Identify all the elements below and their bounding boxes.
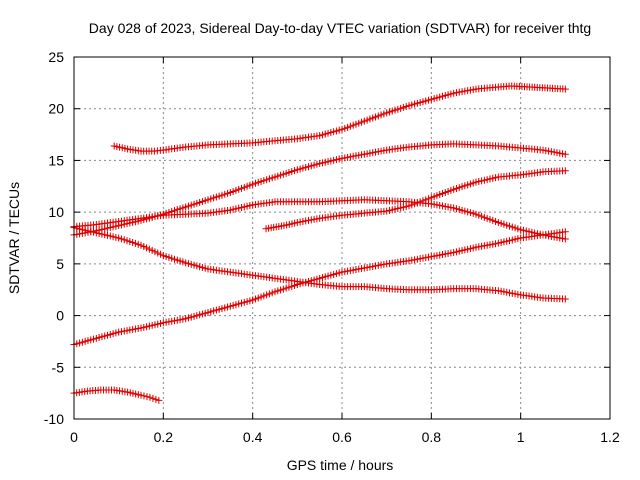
x-tick-label: 0.8 [422,429,442,445]
y-tick-label: -5 [52,359,65,375]
data-point [146,393,154,401]
data-point [149,394,157,402]
y-tick-label: -10 [44,411,64,427]
x-tick-label: 0 [70,429,78,445]
series-track-f [70,228,569,349]
data-point [561,295,569,303]
x-tick-label: 0.2 [154,429,174,445]
series-track-a [110,82,569,155]
data-markers [70,82,569,404]
x-tick-label: 1 [517,429,525,445]
x-tick-label: 0.4 [243,429,263,445]
data-point [561,85,569,93]
x-tick-label: 1.2 [600,429,620,445]
y-tick-label: 15 [48,152,64,168]
data-point [140,392,148,400]
series-track-g [70,386,163,404]
data-point [561,167,569,175]
y-tick-label: 0 [56,308,64,324]
y-tick-label: 25 [48,49,64,65]
data-point [152,395,160,403]
y-axis-label: SDTVAR / TECUs [6,182,22,294]
data-point [155,396,163,404]
axis-ticks: 0 0.2 0.4 0.6 0.8 1 1.2 -10 -5 0 5 10 15 20 25 [44,49,620,445]
chart-title: Day 028 of 2023, Sidereal Day-to-day VTE… [89,20,591,36]
y-tick-label: 20 [48,101,64,117]
series-track-d [262,167,569,233]
y-tick-label: 5 [56,256,64,272]
data-point [561,228,569,236]
x-axis-label: GPS time / hours [287,457,394,473]
data-point [561,235,569,243]
x-tick-label: 0.6 [332,429,352,445]
data-point [561,150,569,158]
series-track-b [70,140,569,239]
series-track-e [70,224,569,303]
y-tick-label: 10 [48,204,64,220]
data-point [137,391,145,399]
data-point [143,393,151,401]
grid-lines [74,57,610,419]
